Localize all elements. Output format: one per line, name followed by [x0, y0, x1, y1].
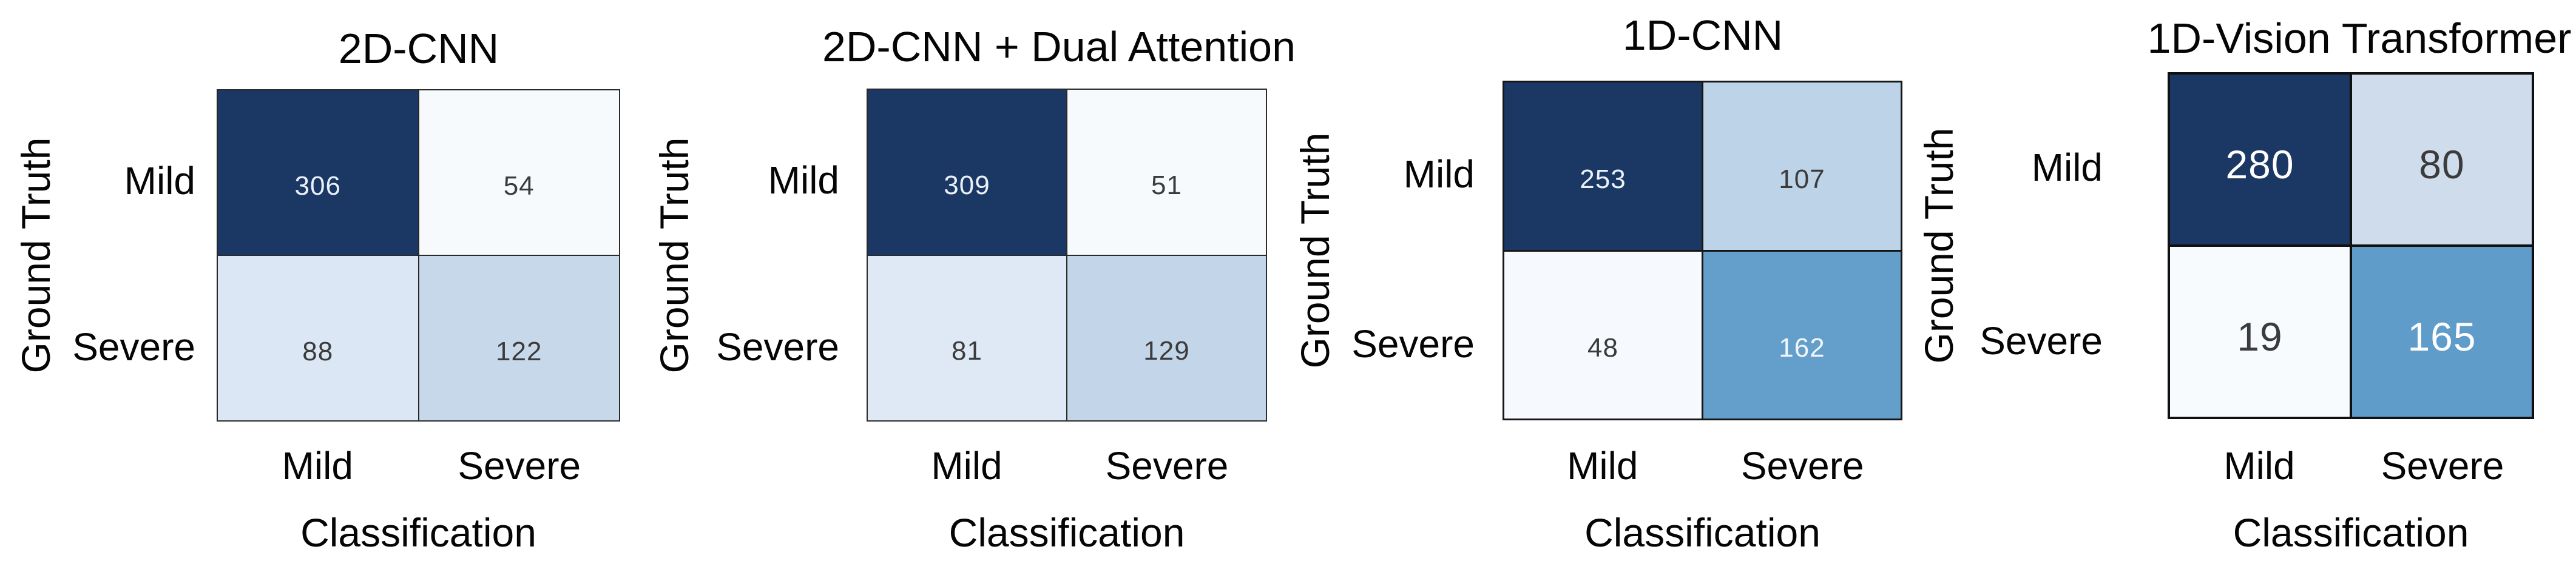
col-label-mild: Mild: [931, 444, 1002, 488]
row-label-severe: Severe: [716, 324, 839, 369]
x-axis-label: Classification: [1584, 510, 1820, 555]
cell-true-mild-pred-severe: 80: [2352, 75, 2532, 244]
cell-value: 253: [1580, 164, 1626, 194]
cell-true-severe-pred-severe: 165: [2352, 247, 2532, 417]
panel-1d-cnn: 1D-CNN Ground Truth Mild Severe 253 107 …: [1288, 0, 1932, 575]
cell-value: 107: [1779, 164, 1825, 194]
cell-value: 122: [496, 336, 543, 366]
cell-value: 48: [1587, 333, 1618, 363]
col-label-severe: Severe: [2381, 444, 2504, 488]
row-label-severe: Severe: [72, 325, 195, 369]
cell-value: 162: [1779, 333, 1825, 363]
col-label-mild: Mild: [2223, 444, 2295, 488]
confusion-matrix-grid: 280 80 19 165: [2168, 72, 2534, 419]
row-label-severe: Severe: [1979, 319, 2103, 363]
cell-true-mild-pred-severe: 107: [1703, 82, 1901, 250]
cell-true-mild-pred-mild: 280: [2170, 75, 2350, 244]
cell-value: 80: [2419, 142, 2465, 187]
col-label-mild: Mild: [282, 444, 353, 488]
panel-title: 1D-Vision Transformer: [2147, 15, 2572, 62]
cell-true-mild-pred-severe: 51: [1067, 90, 1266, 255]
cell-value: 88: [302, 336, 334, 366]
row-label-mild: Mild: [2031, 146, 2103, 189]
cell-value: 306: [294, 170, 341, 201]
col-label-severe: Severe: [1105, 444, 1229, 488]
confusion-matrix-grid: 253 107 48 162: [1503, 81, 1902, 420]
row-label-mild: Mild: [1403, 152, 1475, 196]
col-label-severe: Severe: [458, 444, 581, 488]
x-axis-label: Classification: [948, 510, 1185, 555]
cell-value: 54: [503, 170, 535, 201]
x-axis-label: Classification: [300, 510, 536, 555]
cell-true-mild-pred-mild: 306: [218, 90, 418, 255]
cell-true-severe-pred-mild: 88: [218, 256, 418, 420]
cell-true-mild-pred-mild: 309: [868, 90, 1066, 255]
panel-1d-vision-transformer: 1D-Vision Transformer Ground Truth Mild …: [1916, 0, 2575, 575]
row-label-severe: Severe: [1351, 322, 1475, 366]
cell-true-severe-pred-severe: 129: [1067, 255, 1266, 420]
cell-true-severe-pred-mild: 48: [1504, 251, 1702, 419]
cell-true-severe-pred-severe: 122: [419, 256, 619, 420]
cell-value: 51: [1151, 170, 1182, 200]
panel-2d-cnn: 2D-CNN Ground Truth Mild Severe 306 54 8…: [0, 0, 644, 575]
cell-value: 309: [944, 170, 990, 200]
cell-true-severe-pred-mild: 19: [2170, 247, 2350, 417]
col-label-severe: Severe: [1740, 444, 1864, 488]
cell-true-severe-pred-severe: 162: [1703, 251, 1901, 419]
confusion-matrix-grid: 309 51 81 129: [867, 89, 1267, 422]
cell-value: 165: [2407, 314, 2476, 359]
panel-title: 2D-CNN: [338, 25, 499, 72]
cell-value: 129: [1143, 336, 1190, 366]
confusion-matrix-grid: 306 54 88 122: [217, 89, 620, 422]
panel-2d-cnn-dual-attention: 2D-CNN + Dual Attention Ground Truth Mil…: [644, 0, 1296, 575]
cell-value: 280: [2225, 142, 2294, 187]
cell-value: 19: [2237, 314, 2283, 359]
panel-title: 1D-CNN: [1622, 12, 1783, 59]
row-label-mild: Mild: [124, 159, 195, 203]
row-label-mild: Mild: [768, 158, 839, 203]
col-label-mild: Mild: [1567, 444, 1638, 488]
cell-value: 81: [952, 336, 982, 366]
panel-title: 2D-CNN + Dual Attention: [822, 23, 1296, 70]
cell-true-mild-pred-severe: 54: [419, 90, 619, 255]
x-axis-label: Classification: [2233, 510, 2469, 555]
cell-true-severe-pred-mild: 81: [868, 255, 1066, 420]
cell-true-mild-pred-mild: 253: [1504, 82, 1702, 250]
